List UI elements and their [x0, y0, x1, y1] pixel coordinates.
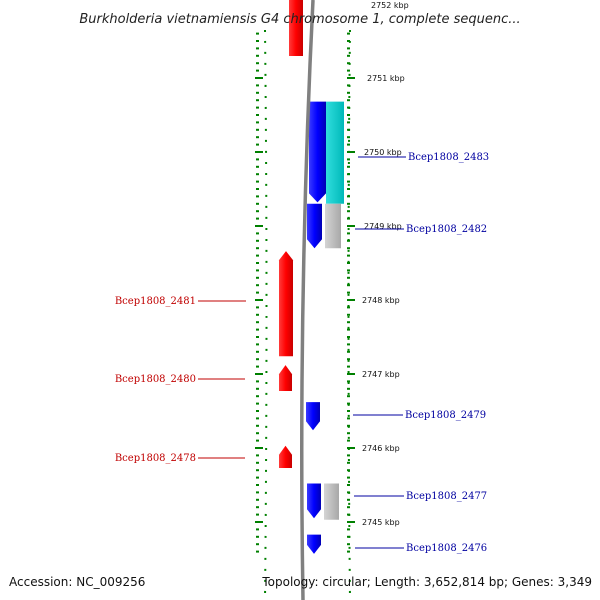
gene-label-bcep1808_2481: Bcep1808_2481 — [115, 296, 196, 307]
kbp-label: 2750 kbp — [364, 148, 402, 157]
gene-glyph-bcep1808_2481 — [279, 251, 293, 356]
gene-glyph-bcep1808_2476 — [307, 535, 321, 554]
kbp-label: 2747 kbp — [362, 370, 400, 379]
gene-glyph-partial — [289, 0, 303, 56]
kbp-ruler: 2752 kbp 2751 kbp 2750 kbp 2749 kbp 2748 kbp… — [255, 1, 409, 552]
gene-glyph-bcep1808_2483 — [309, 102, 326, 203]
kbp-label: 2745 kbp — [362, 518, 400, 527]
kbp-label: 2748 kbp — [362, 296, 400, 305]
gene-glyph-bcep1808_2480 — [279, 365, 292, 391]
gene-glyph-bcep1808_2477 — [307, 484, 321, 519]
genome-map-viewer: 2752 kbp 2751 kbp 2750 kbp 2749 kbp 2748 kbp… — [0, 0, 600, 600]
map-title: Burkholderia vietnamiensis G4 chromosome… — [79, 12, 520, 27]
gene-glyph-bcep1808_2483 — [326, 102, 344, 204]
gene-glyph-bcep1808_2479 — [306, 402, 320, 430]
kbp-label: 2749 kbp — [364, 222, 402, 231]
gene-glyph-bcep1808_2478 — [279, 446, 292, 468]
accession-text: Accession: NC_009256 — [9, 575, 145, 589]
gene-label-bcep1808_2478: Bcep1808_2478 — [115, 453, 196, 464]
gene-label-bcep1808_2480: Bcep1808_2480 — [115, 374, 196, 385]
kbp-label: 2751 kbp — [367, 74, 405, 83]
gene-glyph-bcep1808_2477 — [324, 484, 339, 520]
kbp-label-partial: 2752 kbp — [371, 1, 409, 10]
gene-glyph-bcep1808_2482 — [307, 204, 322, 248]
genome-map-canvas: 2752 kbp 2751 kbp 2750 kbp 2749 kbp 2748 kbp… — [0, 0, 600, 600]
genome-summary-text: Topology: circular; Length: 3,652,814 bp… — [261, 575, 592, 589]
gene-label-bcep1808_2482: Bcep1808_2482 — [406, 224, 487, 235]
gene-label-bcep1808_2479: Bcep1808_2479 — [405, 410, 486, 421]
gene-label-bcep1808_2483: Bcep1808_2483 — [408, 152, 489, 163]
track-border-left — [265, 30, 267, 600]
gene-label-bcep1808_2476: Bcep1808_2476 — [406, 543, 487, 554]
gene-label-bcep1808_2477: Bcep1808_2477 — [406, 491, 487, 502]
gene-glyph-bcep1808_2482 — [325, 204, 341, 248]
kbp-label: 2746 kbp — [362, 444, 400, 453]
